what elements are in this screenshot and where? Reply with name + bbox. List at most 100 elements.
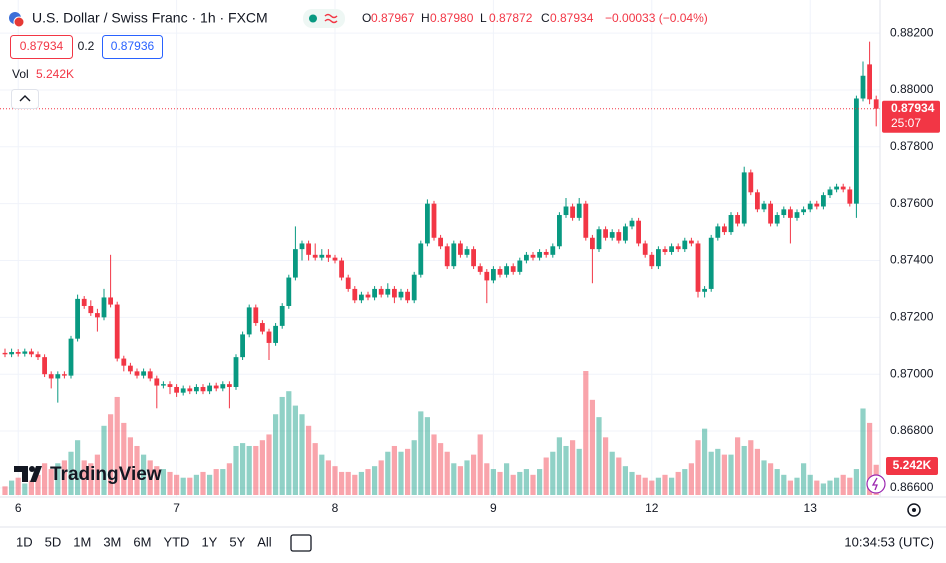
volume-bar bbox=[22, 483, 28, 495]
sell-button[interactable] bbox=[10, 35, 73, 59]
volume-bar bbox=[325, 460, 331, 495]
volume-bar bbox=[451, 463, 457, 495]
volume-bar bbox=[695, 440, 701, 495]
candle-body bbox=[616, 232, 622, 241]
volume-bar bbox=[688, 463, 694, 495]
y-tick-label: 0.87800 bbox=[890, 139, 934, 153]
collapse-button[interactable] bbox=[11, 89, 39, 109]
candle-body bbox=[497, 269, 503, 275]
candle-body bbox=[48, 374, 54, 379]
symbol-title[interactable]: U.S. Dollar / Swiss Franc · 1h · FXCM bbox=[32, 10, 268, 26]
volume-bar bbox=[28, 480, 34, 495]
volume-bar bbox=[589, 399, 595, 495]
volume-bar bbox=[576, 448, 582, 495]
candle-body bbox=[114, 304, 120, 359]
volume-bar bbox=[609, 451, 615, 495]
range-button[interactable]: 6M bbox=[133, 534, 151, 549]
candle-body bbox=[167, 384, 173, 387]
candle-body bbox=[596, 229, 602, 250]
candle-body bbox=[141, 371, 146, 376]
candle-body bbox=[68, 338, 74, 376]
candle-body bbox=[279, 305, 285, 326]
range-button[interactable]: 3M bbox=[103, 534, 121, 549]
volume-bar bbox=[108, 414, 114, 495]
candle-body bbox=[629, 220, 635, 227]
volume-bar bbox=[187, 477, 193, 495]
volume-bar bbox=[88, 463, 94, 495]
settings-icon bbox=[912, 508, 916, 512]
volume-bar bbox=[42, 463, 48, 495]
candle-body bbox=[154, 378, 160, 386]
change: −0.00033 (−0.04%) bbox=[605, 11, 708, 25]
volume-bar bbox=[583, 371, 589, 495]
range-button[interactable]: 1D bbox=[16, 534, 33, 549]
candle-body bbox=[174, 386, 179, 393]
candle-body bbox=[319, 254, 325, 258]
candle-body bbox=[854, 98, 859, 204]
volume-bar bbox=[682, 469, 688, 495]
ohlc-key: C bbox=[541, 11, 550, 25]
candle-body bbox=[755, 192, 760, 210]
candle-body bbox=[121, 358, 127, 366]
range-button[interactable]: 1Y bbox=[201, 534, 217, 549]
candle-body bbox=[365, 294, 371, 298]
candle-body bbox=[590, 237, 595, 250]
candle-body bbox=[418, 243, 424, 275]
candle-body bbox=[788, 209, 793, 218]
candle-body bbox=[827, 189, 833, 196]
settings-icon[interactable] bbox=[907, 503, 921, 517]
candle-body bbox=[530, 254, 536, 258]
volume-bar bbox=[662, 474, 668, 495]
buy-button[interactable] bbox=[102, 35, 163, 59]
volume-tag-label: 5.242K bbox=[893, 458, 932, 472]
volume-bar bbox=[411, 440, 417, 495]
volume-bar bbox=[372, 466, 378, 495]
ohlc-value: 0.87872 bbox=[489, 11, 533, 25]
range-button[interactable]: 5D bbox=[45, 534, 62, 549]
flag-icon bbox=[13, 16, 25, 28]
candle-body bbox=[273, 325, 278, 343]
volume-bar bbox=[523, 469, 529, 495]
volume-bar bbox=[160, 469, 166, 495]
range-button[interactable]: YTD bbox=[163, 534, 189, 549]
y-tick-label: 0.87600 bbox=[890, 196, 934, 210]
range-button[interactable]: 1M bbox=[73, 534, 91, 549]
candle-body bbox=[266, 331, 272, 343]
x-tick-label: 12 bbox=[645, 501, 659, 515]
candle-body bbox=[537, 251, 542, 258]
volume-bar bbox=[728, 454, 734, 495]
volume-bar bbox=[75, 440, 81, 495]
candle-body bbox=[227, 384, 232, 387]
volume-bar bbox=[431, 434, 437, 495]
countdown: 25:07 bbox=[891, 116, 921, 130]
candle-body bbox=[405, 291, 410, 301]
candle-body bbox=[847, 189, 853, 204]
volume-bar bbox=[556, 437, 562, 495]
range-button[interactable]: All bbox=[257, 534, 272, 549]
candle-body bbox=[9, 352, 14, 355]
candle-body bbox=[392, 288, 397, 298]
candle-body bbox=[2, 352, 8, 355]
x-tick-label: 7 bbox=[173, 501, 180, 515]
candle-body bbox=[471, 249, 476, 267]
range-button[interactable]: 5Y bbox=[229, 534, 245, 549]
volume-bar bbox=[220, 469, 226, 495]
volume-bar bbox=[48, 469, 54, 495]
x-tick-label: 13 bbox=[804, 501, 818, 515]
date-range-icon[interactable] bbox=[290, 534, 312, 552]
volume-bar bbox=[530, 474, 536, 495]
candle-body bbox=[636, 220, 641, 244]
volume-bar bbox=[134, 445, 140, 495]
volume-bar bbox=[781, 474, 787, 495]
candle-body bbox=[768, 203, 773, 224]
volume-bar bbox=[774, 469, 780, 495]
ohlc-legend: O 0.87967 H 0.87980 L 0.87872 C 0.87934 bbox=[362, 11, 594, 25]
volume-bar bbox=[794, 477, 800, 495]
volume-bar bbox=[339, 471, 345, 495]
volume-bar bbox=[55, 463, 61, 495]
volume-bar bbox=[563, 445, 569, 495]
lightning-icon[interactable] bbox=[866, 474, 886, 494]
candle-body bbox=[642, 243, 648, 255]
price-tag bbox=[882, 100, 940, 133]
volume-bar bbox=[319, 454, 325, 495]
